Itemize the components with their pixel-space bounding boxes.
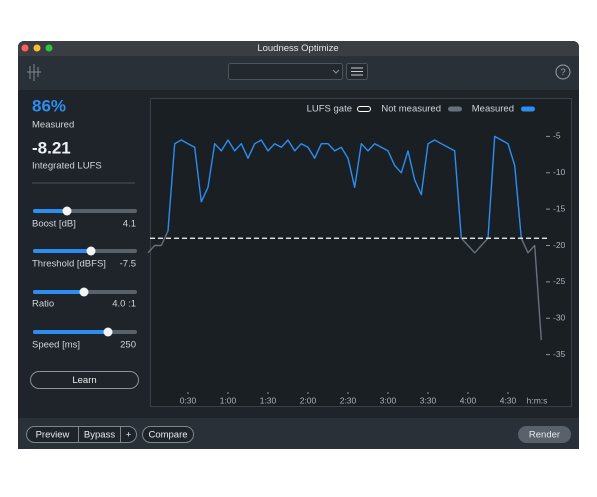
compare-button-frame bbox=[142, 426, 194, 443]
integrated-lufs: -8.21 bbox=[32, 138, 71, 157]
app-logo bbox=[27, 64, 41, 81]
preview-button[interactable]: Preview bbox=[36, 430, 70, 441]
slider-value[interactable]: 4.1 bbox=[123, 219, 136, 230]
y-tick-label: -10 bbox=[553, 167, 566, 177]
title-bar bbox=[18, 41, 579, 56]
y-tick-label: -30 bbox=[553, 313, 566, 323]
y-tick-label: -20 bbox=[553, 240, 566, 250]
close-button[interactable] bbox=[21, 44, 29, 52]
render-button-frame bbox=[518, 426, 571, 443]
y-tick-label: -5 bbox=[553, 131, 561, 141]
x-tick-label: 1:30 bbox=[260, 395, 277, 405]
slider-fill bbox=[33, 249, 91, 253]
slider-thumb[interactable] bbox=[62, 206, 72, 216]
minimize-button[interactable] bbox=[33, 44, 41, 52]
learn-button[interactable] bbox=[30, 371, 139, 389]
slider-value[interactable]: -7.5 bbox=[120, 259, 136, 270]
dropdown-arrow bbox=[332, 69, 340, 74]
legend-swatch bbox=[357, 106, 371, 112]
x-tick-label: 4:00 bbox=[460, 395, 477, 405]
slider-value[interactable]: 4.0 :1 bbox=[112, 299, 136, 310]
transport-group bbox=[26, 426, 137, 443]
x-tick-label: 3:00 bbox=[380, 395, 397, 405]
menu-icon bbox=[351, 67, 363, 76]
help-button[interactable] bbox=[555, 64, 571, 80]
x-axis-label: h:m:s bbox=[527, 395, 548, 405]
slider-fill bbox=[33, 290, 84, 294]
y-tick-label: -35 bbox=[553, 349, 566, 359]
x-tick-label: 4:30 bbox=[500, 395, 517, 405]
integrated-lufs-label: Integrated LUFS bbox=[32, 161, 102, 172]
zoom-button[interactable] bbox=[45, 44, 53, 52]
slider-label: Speed [ms] bbox=[32, 340, 80, 351]
measured-label: Measured bbox=[32, 120, 74, 131]
slider-fill bbox=[33, 209, 67, 213]
legend-swatch bbox=[448, 106, 462, 112]
legend-label: Not measured bbox=[381, 104, 441, 115]
threshold-slider: Threshold [dBFS] -7.5 bbox=[32, 246, 137, 270]
slider-label: Boost [dB] bbox=[32, 219, 76, 230]
speed-slider: Speed [ms] 250 bbox=[32, 327, 137, 351]
x-tick-label: 0:30 bbox=[180, 395, 197, 405]
loudness-chart: -5 -10 -15 -20 -25 -30 -35 0:30 1:00 1:30 2:00 2:30… bbox=[147, 104, 566, 405]
x-tick-label: 2:30 bbox=[340, 395, 357, 405]
slider-thumb[interactable] bbox=[79, 287, 89, 297]
help-icon: ? bbox=[560, 67, 565, 78]
series-line bbox=[147, 230, 542, 341]
slider-thumb[interactable] bbox=[103, 327, 113, 337]
slider-label: Ratio bbox=[32, 299, 54, 310]
legend-label: Measured bbox=[472, 104, 514, 115]
render-button[interactable]: Render bbox=[529, 430, 560, 441]
preset-dropdown[interactable] bbox=[228, 63, 343, 80]
y-tick-label: -15 bbox=[553, 203, 566, 213]
x-tick-label: 1:00 bbox=[220, 395, 237, 405]
ratio-slider: Ratio 4.0 :1 bbox=[32, 287, 137, 310]
bypass-add-button[interactable]: + bbox=[126, 430, 132, 441]
x-tick-label: 3:30 bbox=[420, 395, 437, 405]
learn-button-label: Learn bbox=[72, 375, 96, 386]
measured-percent: 86% bbox=[32, 96, 66, 115]
boost-slider: Boost [dB] 4.1 bbox=[32, 206, 137, 230]
legend-label: LUFS gate bbox=[307, 104, 352, 115]
series-line bbox=[167, 135, 522, 239]
slider-value[interactable]: 250 bbox=[120, 340, 136, 351]
x-tick-label: 2:00 bbox=[300, 395, 317, 405]
compare-button[interactable]: Compare bbox=[148, 430, 187, 441]
slider-fill bbox=[33, 330, 108, 334]
slider-label: Threshold [dBFS] bbox=[32, 259, 106, 270]
window-title: Loudness Optimize bbox=[257, 43, 338, 54]
y-tick-label: -25 bbox=[553, 276, 566, 286]
slider-thumb[interactable] bbox=[86, 246, 96, 256]
bypass-button[interactable]: Bypass bbox=[84, 430, 115, 441]
legend-swatch bbox=[521, 106, 535, 112]
